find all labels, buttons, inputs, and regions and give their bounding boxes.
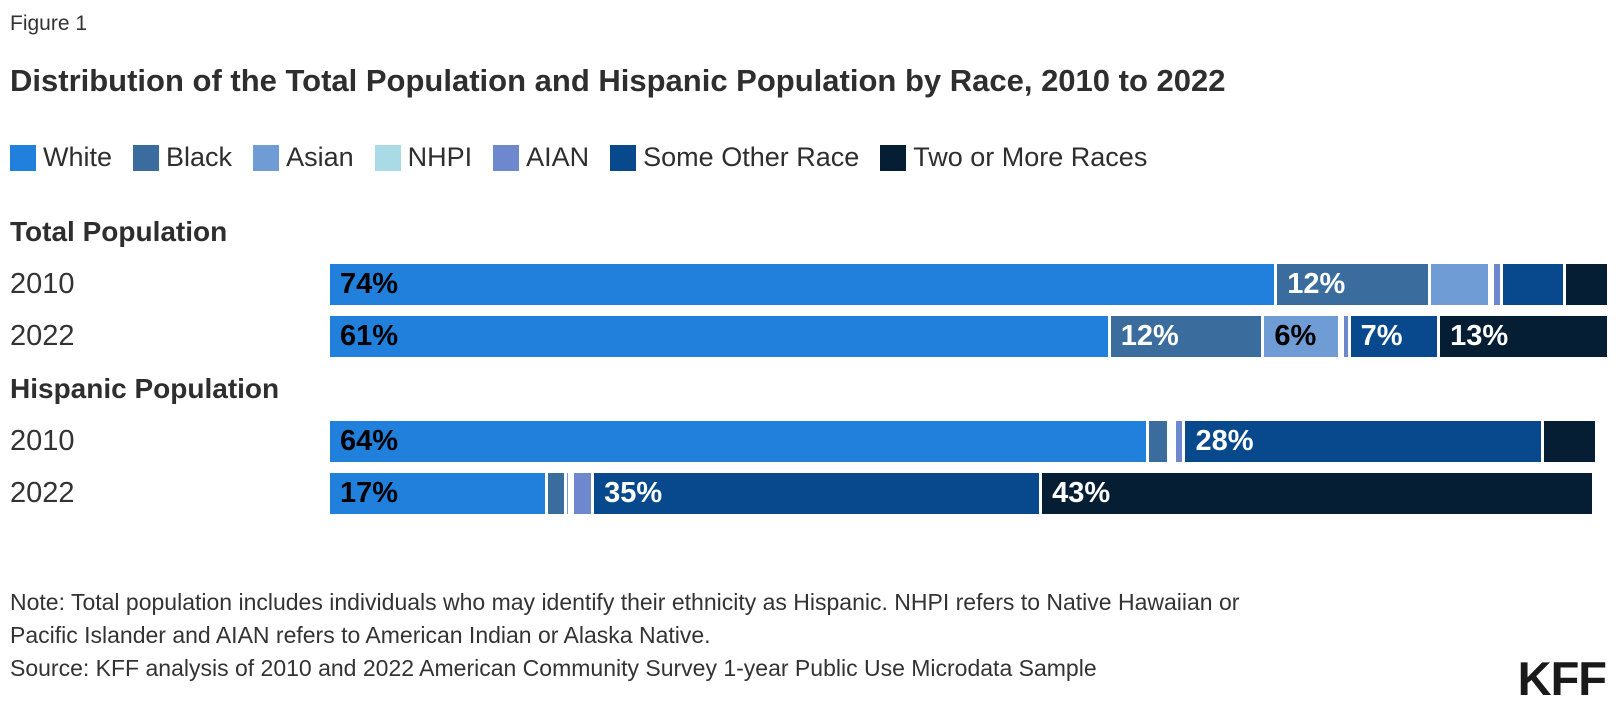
bar-row-hispanic-population-2022: 2022 17% 35% 43% (0, 473, 1620, 514)
legend-item-aian: AIAN (493, 142, 589, 173)
bar-segment-two-or-more-races: 43% (1042, 473, 1593, 514)
bar-segment-nhpi (1173, 421, 1177, 462)
bar-segment-two-or-more-races (1565, 264, 1607, 305)
bar-segment-some-other-race: 28% (1185, 421, 1544, 462)
legend-item-two-or-more-races: Two or More Races (880, 142, 1147, 173)
legend-swatch-icon (610, 144, 637, 171)
bar-segment-asian (1430, 264, 1491, 305)
year-label: 2010 (10, 425, 75, 457)
legend-label: NHPI (407, 142, 473, 172)
bar-segment-white: 64% (330, 421, 1150, 462)
bar-segment-white: 74% (330, 264, 1278, 305)
bar-segment-value-label: 7% (1360, 320, 1403, 352)
year-label: 2022 (10, 477, 75, 509)
legend-label: Two or More Races (913, 142, 1148, 172)
legend-label: Some Other Race (643, 142, 860, 172)
legend-item-black: Black (133, 142, 232, 173)
bar-segment-black (1149, 421, 1170, 462)
bar-segment-value-label: 12% (1120, 320, 1179, 352)
bar-segment-aian (1176, 421, 1186, 462)
bar-segment-asian (1169, 421, 1174, 462)
bar-segment-value-label: 61% (340, 320, 399, 352)
bar-segment-two-or-more-races: 13% (1440, 316, 1607, 357)
bar-segment-nhpi (1341, 316, 1345, 357)
legend-item-asian: Asian (253, 142, 354, 173)
chart: Total Population 2010 74% 12% 2022 61% 12% 6% 7%… (0, 206, 1620, 525)
bar-segment-value-label: 64% (340, 425, 399, 457)
legend-label: AIAN (526, 142, 590, 172)
bar-segment-value-label: 6% (1274, 320, 1317, 352)
figure-label: Figure 1 (10, 12, 88, 35)
bar-segment-aian (573, 473, 595, 514)
bar-segment-black: 12% (1277, 264, 1431, 305)
bar-segment-white: 17% (330, 473, 548, 514)
bar-segment-value-label: 28% (1195, 425, 1254, 457)
year-label: 2010 (10, 268, 75, 300)
bar-segment-black: 12% (1110, 316, 1265, 357)
legend-item-white: White (10, 142, 112, 173)
kff-logo: KFF (1517, 652, 1607, 705)
legend-swatch-icon (10, 144, 36, 171)
bar-segment-value-label: 12% (1287, 268, 1346, 300)
year-label: 2022 (10, 320, 75, 352)
chart-source: Source: KFF analysis of 2010 and 2022 Am… (10, 655, 1097, 681)
bar-segment-aian (1344, 316, 1351, 357)
legend-label: White (43, 142, 113, 172)
bar-segment-some-other-race (1502, 264, 1566, 305)
legend-item-some-other-race: Some Other Race (610, 142, 859, 173)
bar-segment-asian (566, 473, 571, 514)
bar-segment-white: 61% (330, 316, 1111, 357)
chart-legend: White Black Asian NHPI AIAN Some Other Race Tw… (10, 142, 1147, 173)
legend-label: Asian (286, 142, 354, 172)
bar-segment-nhpi (1490, 264, 1494, 305)
bar-row-total-population-2010: 2010 74% 12% (0, 264, 1620, 305)
bar-segment-nhpi (570, 473, 574, 514)
bar-segment-two-or-more-races (1543, 421, 1596, 462)
bar-row-total-population-2022: 2022 61% 12% 6% 7% 13% (0, 316, 1620, 357)
bar-segment-black (547, 473, 567, 514)
group-heading-hispanic-population: Hispanic Population (10, 373, 280, 404)
group-heading-total-population: Total Population (10, 216, 228, 247)
bar-segment-asian: 6% (1264, 316, 1342, 357)
bar-row-hispanic-population-2010: 2010 64% 28% (0, 421, 1620, 462)
bar-segment-some-other-race: 35% (594, 473, 1043, 514)
legend-item-nhpi: NHPI (374, 142, 473, 173)
bar-track: 64% 28% (330, 421, 1596, 462)
bar-track: 74% 12% (330, 264, 1607, 305)
chart-note: Note: Total population includes individu… (10, 586, 1510, 652)
legend-swatch-icon (880, 144, 907, 171)
bar-segment-value-label: 13% (1450, 320, 1509, 352)
legend-swatch-icon (493, 144, 520, 171)
legend-label: Black (166, 142, 233, 172)
bar-track: 61% 12% 6% 7% 13% (330, 316, 1607, 357)
bar-track: 17% 35% 43% (330, 473, 1593, 514)
bar-segment-value-label: 43% (1052, 477, 1111, 509)
legend-swatch-icon (253, 144, 280, 171)
legend-swatch-icon (133, 144, 160, 171)
bar-segment-value-label: 74% (340, 268, 399, 300)
bar-segment-value-label: 35% (604, 477, 663, 509)
note-line-2: Pacific Islander and AIAN refers to Amer… (10, 622, 711, 648)
legend-swatch-icon (374, 144, 401, 171)
bar-segment-value-label: 17% (340, 477, 399, 509)
bar-segment-aian (1493, 264, 1503, 305)
note-line-1: Note: Total population includes individu… (10, 589, 1240, 615)
bar-segment-some-other-race: 7% (1350, 316, 1441, 357)
chart-title: Distribution of the Total Population and… (10, 63, 1226, 98)
